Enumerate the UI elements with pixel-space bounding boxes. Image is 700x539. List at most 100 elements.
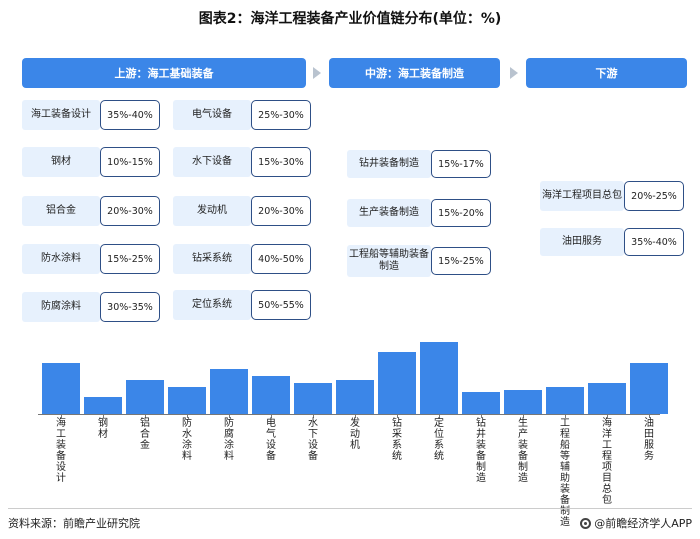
chart-bar (126, 380, 164, 414)
item-value: 20%-25% (624, 181, 684, 211)
item-label: 定位系统 (173, 290, 251, 320)
chart-bar (42, 363, 80, 414)
brand-credit: @前瞻经济学人APP (580, 515, 692, 531)
x-tick-label: 铝合金 (140, 418, 150, 451)
brand-logo-icon (580, 517, 592, 529)
chart-bar (588, 383, 626, 414)
chart-bar (336, 380, 374, 414)
x-tick-label: 工程船等辅助装备制造 (560, 418, 570, 528)
item-label: 铝合金 (22, 196, 100, 226)
x-tick (271, 414, 272, 418)
chart-bar (210, 369, 248, 414)
x-tick-label: 防水涂料 (182, 418, 192, 462)
stage-downstream: 下游 (526, 58, 687, 88)
item-value: 10%-15% (100, 147, 160, 177)
x-tick-label: 钻采系统 (392, 418, 402, 462)
x-tick (523, 414, 524, 418)
item-label: 海洋工程项目总包 (540, 181, 624, 211)
value-item: 钻井装备制造 15%-17% (347, 150, 491, 178)
x-tick-label: 防腐涂料 (224, 418, 234, 462)
x-tick-label: 生产装备制造 (518, 418, 528, 484)
item-label: 油田服务 (540, 228, 624, 256)
value-item: 发动机 20%-30% (173, 196, 311, 226)
x-tick-label: 定位系统 (434, 418, 444, 462)
x-tick (103, 414, 104, 418)
item-label: 防水涂料 (22, 244, 100, 274)
stage-midstream: 中游：海工装备制造 (329, 58, 500, 88)
item-label: 防腐涂料 (22, 292, 100, 322)
value-item: 防水涂料 15%-25% (22, 244, 160, 274)
item-value: 35%-40% (100, 100, 160, 130)
value-item: 油田服务 35%-40% (540, 228, 684, 256)
item-value: 50%-55% (251, 290, 311, 320)
chart-bar (252, 376, 290, 414)
chart-bar (378, 352, 416, 414)
footer-divider (8, 508, 692, 509)
x-tick (607, 414, 608, 418)
x-tick (229, 414, 230, 418)
value-item: 水下设备 15%-30% (173, 147, 311, 177)
item-value: 25%-30% (251, 100, 311, 130)
item-label: 钻井装备制造 (347, 150, 431, 178)
x-tick (397, 414, 398, 418)
x-axis (38, 414, 660, 415)
source-note: 资料来源：前瞻产业研究院 (8, 517, 140, 530)
item-value: 15%-30% (251, 147, 311, 177)
item-label: 钻采系统 (173, 244, 251, 274)
item-value: 15%-25% (100, 244, 160, 274)
value-item: 海工装备设计 35%-40% (22, 100, 160, 130)
value-item: 工程船等辅助装备制造 15%-25% (347, 245, 491, 277)
chart-bar (462, 392, 500, 414)
item-value: 20%-30% (251, 196, 311, 226)
page-title: 图表2：海洋工程装备产业价值链分布(单位：%) (198, 11, 502, 27)
item-label: 钢材 (22, 147, 100, 177)
chart-bar (546, 387, 584, 414)
item-label: 生产装备制造 (347, 199, 431, 227)
x-tick (61, 414, 62, 418)
arrow-right-icon (510, 67, 518, 79)
item-value: 15%-17% (431, 150, 491, 178)
x-tick-label: 发动机 (350, 418, 360, 451)
chart-bar (294, 383, 332, 414)
item-value: 15%-25% (431, 247, 491, 275)
x-tick (313, 414, 314, 418)
x-tick (187, 414, 188, 418)
value-item: 海洋工程项目总包 20%-25% (540, 181, 684, 211)
value-item: 定位系统 50%-55% (173, 290, 311, 320)
x-tick (145, 414, 146, 418)
item-label: 电气设备 (173, 100, 251, 130)
x-tick (481, 414, 482, 418)
chart-bar (168, 387, 206, 414)
x-tick-label: 钻井装备制造 (476, 418, 486, 484)
chart-bar (420, 342, 458, 414)
x-tick-label: 油田服务 (644, 418, 654, 462)
arrow-right-icon (313, 67, 321, 79)
item-label: 发动机 (173, 196, 251, 226)
item-label: 水下设备 (173, 147, 251, 177)
x-tick (355, 414, 356, 418)
x-tick-label: 电气设备 (266, 418, 276, 462)
stage-upstream-label: 上游：海工基础装备 (114, 67, 214, 80)
x-tick (565, 414, 566, 418)
brand-label: @前瞻经济学人APP (594, 517, 692, 530)
value-item: 生产装备制造 15%-20% (347, 199, 491, 227)
stage-upstream: 上游：海工基础装备 (22, 58, 306, 88)
chart-bar (84, 397, 122, 414)
value-item: 电气设备 25%-30% (173, 100, 311, 130)
x-tick-label: 钢材 (98, 418, 108, 440)
value-item: 铝合金 20%-30% (22, 196, 160, 226)
x-tick-label: 水下设备 (308, 418, 318, 462)
x-tick-label: 海洋工程项目总包 (602, 418, 612, 506)
item-label: 工程船等辅助装备制造 (347, 245, 431, 277)
item-value: 40%-50% (251, 244, 311, 274)
x-tick (439, 414, 440, 418)
x-tick-label: 海工装备设计 (56, 418, 66, 484)
value-item: 钢材 10%-15% (22, 147, 160, 177)
item-value: 15%-20% (431, 199, 491, 227)
item-label: 海工装备设计 (22, 100, 100, 130)
item-value: 35%-40% (624, 228, 684, 256)
item-value: 30%-35% (100, 292, 160, 322)
value-item: 钻采系统 40%-50% (173, 244, 311, 274)
chart-bar (504, 390, 542, 414)
stage-midstream-label: 中游：海工装备制造 (365, 67, 464, 80)
